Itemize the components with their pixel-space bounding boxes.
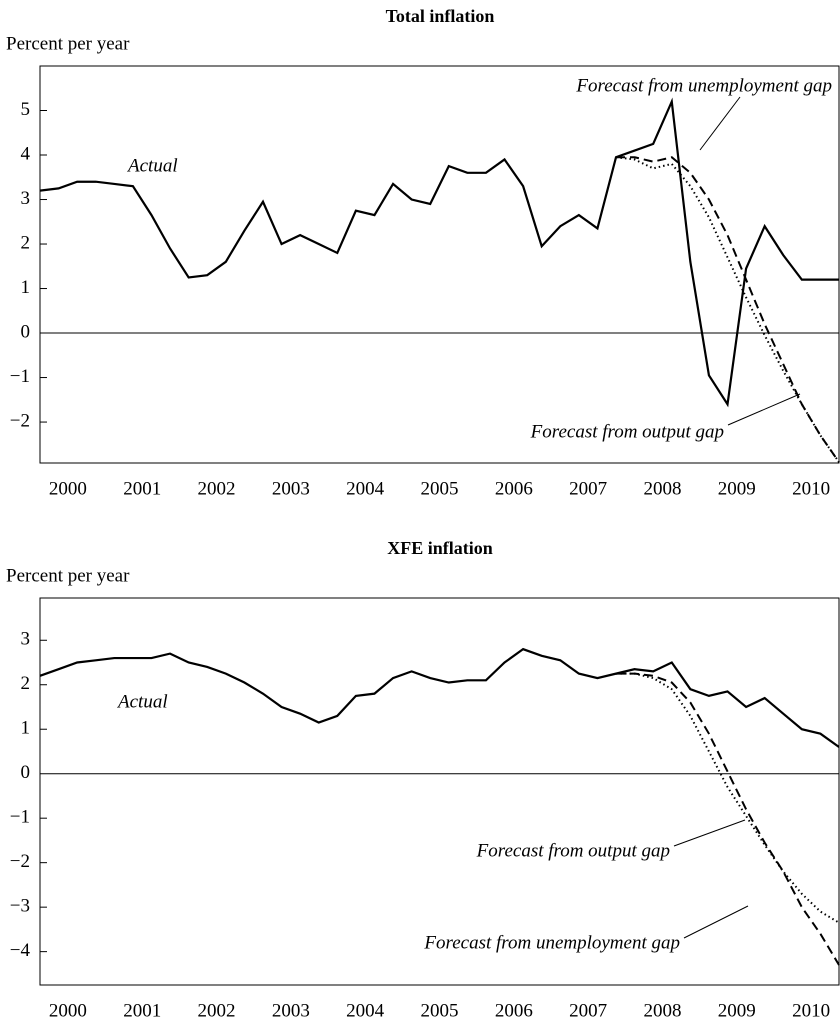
x-tick-label: 2000	[49, 478, 87, 499]
plot-frame	[39, 597, 840, 986]
series-label: Forecast from unemployment gap	[423, 932, 680, 953]
x-tick-label: 2005	[421, 1000, 459, 1021]
chart-title: XFE inflation	[387, 538, 493, 558]
x-tick-label: 2006	[495, 1000, 533, 1021]
series-line	[616, 156, 840, 463]
leader-line	[727, 393, 801, 426]
x-tick-label: 2010	[792, 478, 830, 499]
chart-title: Total inflation	[386, 6, 495, 26]
y-tick-label: −2	[10, 410, 30, 431]
series-label: Actual	[126, 155, 178, 176]
plot-frame	[39, 65, 840, 464]
y-tick-label: 2	[21, 232, 31, 253]
y-tick-label: 3	[21, 629, 31, 650]
y-tick-label: −4	[10, 940, 31, 961]
leader-line	[699, 96, 741, 151]
x-tick-label: 2007	[569, 478, 607, 499]
y-tick-label: 4	[21, 143, 31, 164]
series-line	[39, 647, 840, 748]
y-tick-label: 2	[21, 673, 31, 694]
series-line	[616, 672, 840, 924]
x-tick-label: 2000	[49, 1000, 87, 1021]
x-tick-label: 2007	[569, 1000, 607, 1021]
x-tick-label: 2008	[643, 1000, 681, 1021]
y-tick-label: 1	[21, 718, 31, 739]
x-tick-label: 2003	[272, 1000, 310, 1021]
x-tick-label: 2009	[718, 478, 756, 499]
series-line	[616, 672, 840, 966]
y-tick-label: −1	[10, 366, 30, 387]
x-tick-label: 2002	[198, 478, 236, 499]
y-tick-label: 1	[21, 277, 31, 298]
leader-line	[683, 905, 749, 939]
x-tick-label: 2001	[123, 478, 161, 499]
x-tick-label: 2006	[495, 478, 533, 499]
x-tick-label: 2004	[346, 478, 385, 499]
series-label: Forecast from output gap	[476, 840, 670, 861]
y-tick-label: 5	[21, 99, 31, 120]
series-label: Actual	[116, 691, 168, 712]
leader-line	[673, 819, 746, 847]
y-tick-label: 3	[21, 188, 31, 209]
y-tick-label: 0	[21, 762, 31, 783]
x-tick-label: 2008	[643, 478, 681, 499]
x-tick-label: 2004	[346, 1000, 385, 1021]
x-tick-label: 2010	[792, 1000, 830, 1021]
series-line	[615, 156, 840, 463]
y-tick-label: −3	[10, 896, 30, 917]
y-tick-label: 0	[21, 321, 31, 342]
x-tick-label: 2005	[421, 478, 459, 499]
y-axis-label: Percent per year	[6, 565, 130, 586]
x-tick-label: 2009	[718, 1000, 756, 1021]
x-tick-label: 2001	[123, 1000, 161, 1021]
series-label: Forecast from output gap	[530, 421, 724, 442]
series-line	[39, 97, 839, 408]
y-tick-label: −2	[10, 851, 30, 872]
y-tick-label: −1	[10, 807, 30, 828]
y-axis-label: Percent per year	[6, 33, 130, 54]
series-label: Forecast from unemployment gap	[575, 75, 832, 96]
x-tick-label: 2002	[198, 1000, 236, 1021]
x-tick-label: 2003	[272, 478, 310, 499]
